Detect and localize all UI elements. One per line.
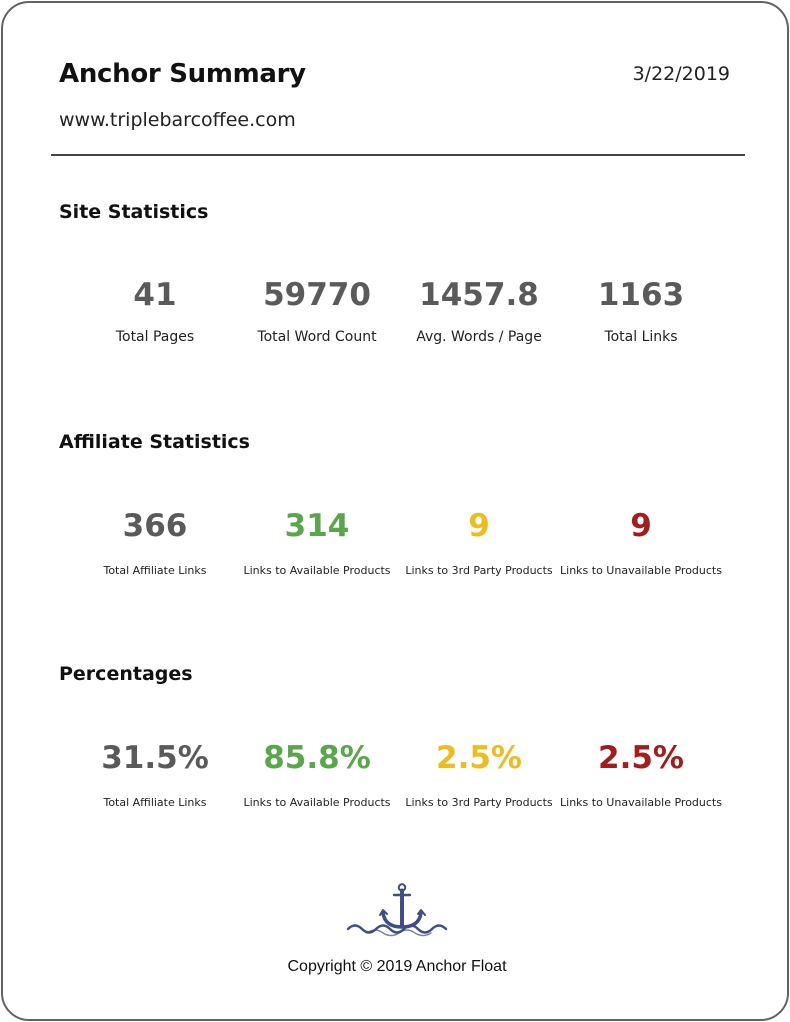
- site-statistics-row: 41 Total Pages 59770 Total Word Count 14…: [74, 277, 722, 346]
- stat-value: 1163: [597, 277, 685, 313]
- stat-value: 85.8%: [263, 740, 371, 776]
- stat-label: Total Pages: [115, 329, 195, 345]
- stat-value: 9: [468, 508, 490, 544]
- stat-label: Total Affiliate Links: [103, 796, 207, 809]
- stat-total-affiliate-links: 366 Total Affiliate Links: [74, 508, 236, 578]
- stat-value: 2.5%: [598, 740, 684, 776]
- percentages-heading: Percentages: [59, 663, 193, 685]
- percentages-row: 31.5% Total Affiliate Links 85.8% Links …: [74, 740, 722, 810]
- site-statistics-heading: Site Statistics: [59, 201, 209, 223]
- stat-label: Links to Unavailable Products: [560, 796, 722, 809]
- stat-links-available-products: 314 Links to Available Products: [236, 508, 398, 578]
- affiliate-statistics-row: 366 Total Affiliate Links 314 Links to A…: [74, 508, 722, 578]
- stat-value: 41: [133, 277, 177, 313]
- anchor-waves-icon: [346, 883, 448, 937]
- stat-total-pages: 41 Total Pages: [74, 277, 236, 346]
- stat-label: Total Affiliate Links: [103, 564, 207, 577]
- stat-label: Links to Available Products: [243, 564, 391, 577]
- copyright-text: Copyright © 2019 Anchor Float: [287, 958, 507, 975]
- header-divider: [51, 154, 745, 156]
- stat-value: 314: [284, 508, 350, 544]
- page-title: Anchor Summary: [59, 59, 306, 89]
- stat-label: Total Word Count: [257, 329, 377, 345]
- stat-value: 2.5%: [436, 740, 522, 776]
- stat-value: 1457.8: [419, 277, 539, 313]
- stat-value: 366: [122, 508, 188, 544]
- stat-links-third-party-products: 9 Links to 3rd Party Products: [398, 508, 560, 578]
- report-date: 3/22/2019: [632, 63, 730, 85]
- pct-links-unavailable-products: 2.5% Links to Unavailable Products: [560, 740, 722, 810]
- pct-total-affiliate-links: 31.5% Total Affiliate Links: [74, 740, 236, 810]
- stat-label: Links to Unavailable Products: [560, 564, 722, 577]
- stat-label: Avg. Words / Page: [416, 329, 542, 345]
- stat-avg-words-per-page: 1457.8 Avg. Words / Page: [398, 277, 560, 346]
- pct-links-available-products: 85.8% Links to Available Products: [236, 740, 398, 810]
- stat-label: Total Links: [604, 329, 678, 345]
- stat-value: 31.5%: [101, 740, 209, 776]
- site-url: www.triplebarcoffee.com: [59, 109, 296, 131]
- pct-links-third-party-products: 2.5% Links to 3rd Party Products: [398, 740, 560, 810]
- stat-total-links: 1163 Total Links: [560, 277, 722, 346]
- stat-links-unavailable-products: 9 Links to Unavailable Products: [560, 508, 722, 578]
- stat-value: 59770: [263, 277, 371, 313]
- affiliate-statistics-heading: Affiliate Statistics: [59, 431, 250, 453]
- stat-total-word-count: 59770 Total Word Count: [236, 277, 398, 346]
- stat-value: 9: [630, 508, 652, 544]
- stat-label: Links to 3rd Party Products: [405, 564, 553, 577]
- stat-label: Links to Available Products: [243, 796, 391, 809]
- stat-label: Links to 3rd Party Products: [405, 796, 553, 809]
